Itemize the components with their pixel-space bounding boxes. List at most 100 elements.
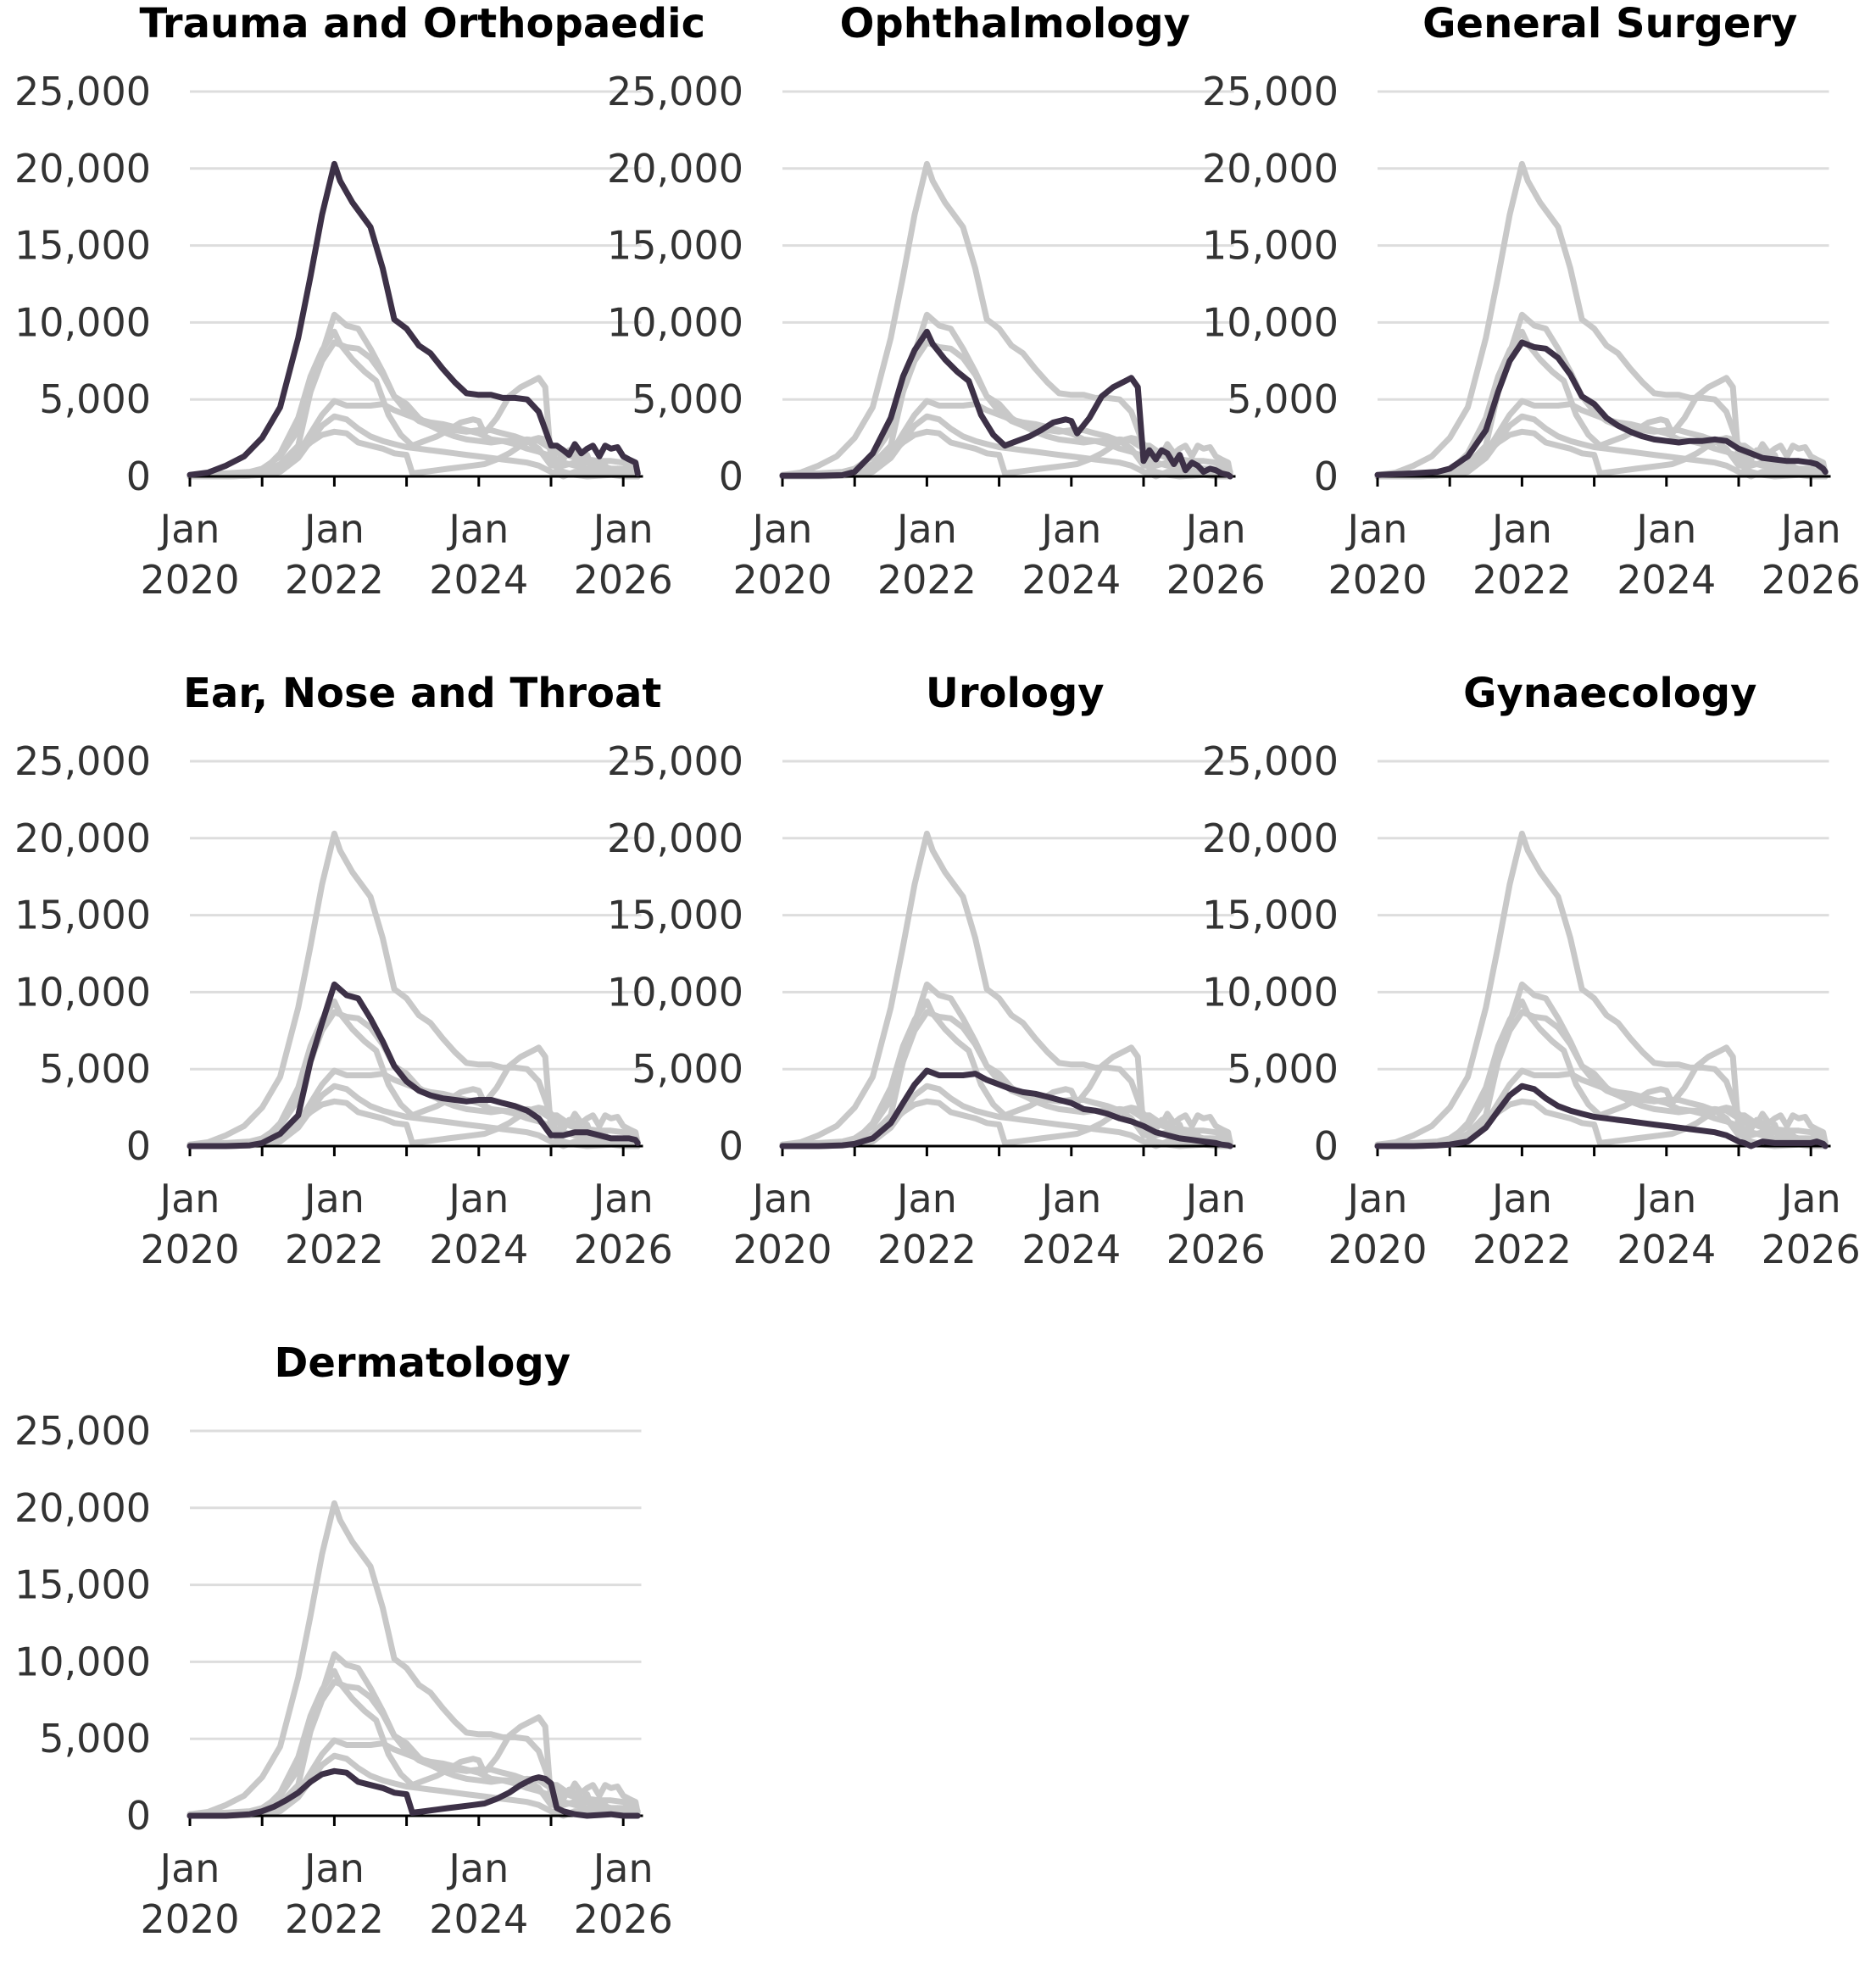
y-tick-label: 5,000 — [39, 376, 151, 422]
x-tick-label-year: 2020 — [1328, 557, 1427, 603]
x-tick-label-month: Jan — [1634, 506, 1696, 552]
x-tick-label-year: 2026 — [1762, 557, 1861, 603]
background-series-line — [779, 1009, 1233, 1148]
x-tick-label-month: Jan — [158, 1845, 220, 1891]
y-tick-label: 10,000 — [607, 969, 743, 1015]
y-tick-label: 0 — [126, 1123, 151, 1169]
y-tick-label: 25,000 — [1202, 69, 1339, 114]
x-tick-label-month: Jan — [591, 1176, 654, 1222]
x-tick-label-month: Jan — [158, 1176, 220, 1222]
x-tick-label-year: 2026 — [574, 557, 673, 603]
x-tick-label-year: 2024 — [429, 1896, 528, 1942]
panel-6: Dermatology 0 5,000 10,000 15,000 20,000 25,00… — [14, 1339, 673, 1942]
highlighted-series-line — [779, 1067, 1233, 1149]
background-series-line — [779, 830, 1233, 1148]
background-series-line — [186, 1678, 641, 1817]
y-tick-label: 20,000 — [1202, 815, 1339, 861]
y-tick-label: 25,000 — [14, 69, 151, 114]
y-tick-label: 20,000 — [14, 146, 151, 192]
x-tick-label-year: 2020 — [140, 557, 239, 603]
y-tick-label: 10,000 — [1202, 969, 1339, 1015]
background-series-line — [779, 160, 1233, 478]
x-tick-label-year: 2022 — [1472, 557, 1572, 603]
x-tick-label-month: Jan — [894, 506, 957, 552]
y-tick-label: 25,000 — [607, 738, 743, 784]
panel-4: Urology 0 5,000 10,000 15,000 20,000 25,000 Jan… — [607, 670, 1266, 1272]
panel-2: General Surgery 0 5,000 10,000 15,000 20,000 2… — [1202, 0, 1861, 603]
x-tick-label-year: 2022 — [877, 557, 977, 603]
background-series-line — [186, 398, 641, 480]
x-tick-label-year: 2020 — [1328, 1227, 1427, 1272]
x-tick-label-month: Jan — [1634, 1176, 1696, 1222]
x-tick-label-year: 2026 — [574, 1896, 673, 1942]
y-tick-label: 5,000 — [632, 1046, 743, 1092]
x-tick-label-month: Jan — [1345, 506, 1408, 552]
y-tick-label: 0 — [126, 1793, 151, 1839]
highlighted-series-line — [779, 328, 1233, 480]
x-tick-label-year: 2022 — [285, 1227, 384, 1272]
y-tick-label: 10,000 — [1202, 299, 1339, 345]
background-series-line — [186, 1737, 641, 1819]
y-tick-label: 25,000 — [607, 69, 743, 114]
panel-title: Trauma and Orthopaedic — [139, 0, 705, 47]
x-tick-label-month: Jan — [1038, 1176, 1101, 1222]
x-tick-label-month: Jan — [1183, 506, 1246, 552]
x-tick-label-month: Jan — [446, 1176, 509, 1222]
background-series-line — [1374, 398, 1829, 480]
y-tick-label: 0 — [126, 454, 151, 499]
background-series-line — [186, 1098, 641, 1149]
background-series-line — [779, 428, 1233, 480]
y-tick-label: 20,000 — [607, 815, 743, 861]
panel-title: Ophthalmology — [840, 0, 1190, 47]
background-series-line — [1374, 160, 1829, 478]
y-tick-label: 25,000 — [14, 738, 151, 784]
background-series-line — [779, 339, 1233, 478]
background-series-line — [186, 830, 641, 1148]
x-tick-label-year: 2024 — [1617, 1227, 1716, 1272]
x-tick-label-month: Jan — [591, 1845, 654, 1891]
x-tick-label-year: 2026 — [574, 1227, 673, 1272]
x-tick-label-month: Jan — [1779, 506, 1841, 552]
y-tick-label: 15,000 — [1202, 893, 1339, 938]
background-series-line — [779, 398, 1233, 480]
background-series-line — [186, 1067, 641, 1149]
y-tick-label: 0 — [1314, 454, 1339, 499]
x-tick-label-month: Jan — [1038, 506, 1101, 552]
x-tick-label-year: 2024 — [1617, 557, 1716, 603]
x-tick-label-year: 2020 — [732, 1227, 832, 1272]
y-tick-label: 20,000 — [14, 815, 151, 861]
x-tick-label-month: Jan — [1489, 506, 1552, 552]
x-tick-label-month: Jan — [158, 506, 220, 552]
x-tick-label-year: 2020 — [140, 1896, 239, 1942]
x-tick-label-year: 2022 — [285, 557, 384, 603]
y-tick-label: 5,000 — [39, 1716, 151, 1762]
x-tick-label-year: 2024 — [429, 557, 528, 603]
x-tick-label-month: Jan — [750, 506, 813, 552]
x-tick-label-month: Jan — [894, 1176, 957, 1222]
x-tick-label-year: 2024 — [1022, 557, 1121, 603]
x-tick-label-year: 2022 — [285, 1896, 384, 1942]
panel-1: Ophthalmology 0 5,000 10,000 15,000 20,000 25,… — [607, 0, 1266, 603]
y-tick-label: 10,000 — [14, 1639, 151, 1684]
panel-title: Ear, Nose and Throat — [183, 670, 661, 717]
x-tick-label-year: 2020 — [140, 1227, 239, 1272]
y-tick-label: 15,000 — [14, 893, 151, 938]
y-tick-label: 20,000 — [14, 1485, 151, 1531]
highlighted-series-line — [1374, 1083, 1829, 1149]
panel-title: Dermatology — [275, 1339, 571, 1387]
x-tick-label-year: 2024 — [1022, 1227, 1121, 1272]
highlighted-series-line — [1374, 339, 1829, 478]
y-tick-label: 0 — [1314, 1123, 1339, 1169]
y-tick-label: 20,000 — [1202, 146, 1339, 192]
y-tick-label: 5,000 — [39, 1046, 151, 1092]
background-series-line — [1374, 428, 1829, 480]
y-tick-label: 15,000 — [14, 223, 151, 269]
background-series-line — [186, 1500, 641, 1817]
y-tick-label: 5,000 — [1227, 376, 1339, 422]
y-tick-label: 25,000 — [14, 1408, 151, 1454]
highlighted-series-line — [186, 1767, 641, 1819]
y-tick-label: 15,000 — [14, 1562, 151, 1608]
y-tick-label: 5,000 — [1227, 1046, 1339, 1092]
x-tick-label-month: Jan — [302, 1845, 365, 1891]
